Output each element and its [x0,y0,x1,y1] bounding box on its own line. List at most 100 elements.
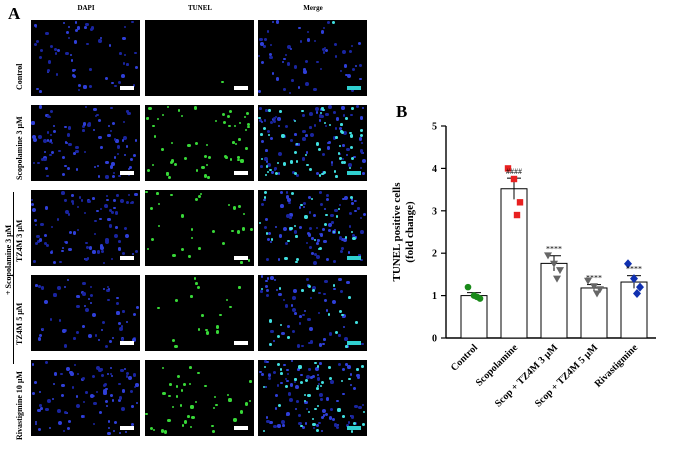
nucleus-dot [292,329,296,334]
nucleus-dot [76,304,80,309]
nucleus-dot [307,233,312,238]
nucleus-dot [260,290,263,293]
tunel-dot [240,159,244,163]
nucleus-dot [351,68,355,72]
tunel-dot [310,197,313,200]
tunel-dot [295,235,298,238]
nucleus-dot [339,236,343,240]
tunel-dot [350,196,354,200]
nucleus-dot [121,139,125,142]
nucleus-dot [40,223,44,227]
nucleus-dot [50,141,53,145]
nucleus-dot [284,241,289,246]
nucleus-dot [319,203,323,207]
tunel-dot [319,111,323,115]
nucleus-dot [32,161,35,165]
nucleus-dot [111,399,115,402]
nucleus-dot [358,137,363,141]
nucleus-dot [281,331,285,336]
nucleus-dot [316,255,320,260]
nucleus-dot [320,416,324,420]
y-axis-title-line1: TUNEL positive cells [391,182,403,282]
nucleus-dot [284,304,289,309]
tunel-dot [350,156,355,160]
tunel-dot [332,284,336,287]
nucleus-dot [65,51,70,56]
nucleus-dot [106,133,111,138]
nucleus-dot [297,86,300,89]
nucleus-dot [346,423,350,427]
nucleus-dot [55,73,59,76]
nucleus-dot [130,390,134,394]
nucleus-dot [75,28,79,32]
nucleus-dot [53,293,57,297]
nucleus-dot [58,319,62,323]
nucleus-dot [270,120,274,125]
tunel-dot [322,108,326,112]
nucleus-dot [33,43,37,47]
data-point [590,283,598,291]
nucleus-dot [127,167,130,171]
tunel-dot [301,289,304,292]
tunel-dot [243,115,247,119]
nucleus-dot [283,135,287,138]
nucleus-dot [114,420,118,425]
significance-label: **** [626,265,642,274]
tunel-dot [211,424,214,427]
nucleus-dot [345,362,348,366]
nucleus-dot [278,125,281,128]
tunel-dot [282,162,286,166]
scale-bar [120,171,134,175]
nucleus-dot [316,172,320,176]
nucleus-dot [324,48,328,52]
data-point [513,211,521,219]
nucleus-dot [341,313,346,318]
nucleus-dot [130,405,134,408]
tunel-dot [228,398,232,402]
nucleus-dot [85,245,90,249]
nucleus-dot [123,53,127,57]
tunel-dot [215,119,218,123]
nucleus-dot [105,194,109,198]
nucleus-dot [82,122,87,126]
nucleus-dot [359,116,364,120]
nucleus-dot [311,237,314,240]
nucleus-dot [107,299,110,302]
nucleus-dot [308,211,312,214]
scale-bar [234,171,248,175]
nucleus-dot [294,133,297,136]
nucleus-dot [361,158,366,163]
nucleus-dot [328,228,331,232]
nucleus-dot [135,249,139,253]
tunel-dot [191,228,194,231]
bar-1 [500,188,528,339]
nucleus-dot [358,63,363,68]
nucleus-dot [261,121,264,124]
nucleus-dot [72,74,76,78]
nucleus-dot [320,398,323,401]
data-point [556,267,564,275]
tunel-dot [187,143,191,147]
significance-label: **** [546,245,562,254]
nucleus-dot [100,36,103,40]
nucleus-dot [291,170,295,175]
nucleus-dot [121,251,125,255]
tunel-dot [338,208,341,211]
nucleus-dot [101,320,105,324]
nucleus-dot [282,227,287,232]
nucleus-dot [33,259,37,263]
nucleus-dot [312,426,315,430]
tunel-dot [289,160,294,164]
nucleus-dot [34,380,37,384]
nucleus-dot [328,332,333,336]
nucleus-dot [66,367,71,372]
scale-bar [120,341,134,345]
nucleus-dot [266,419,270,424]
nucleus-dot [326,194,330,198]
scale-bar [347,341,361,345]
data-point [624,259,632,269]
tunel-dot [296,142,299,145]
nucleus-dot [334,55,338,58]
nucleus-dot [275,20,280,24]
nucleus-dot [108,209,113,213]
